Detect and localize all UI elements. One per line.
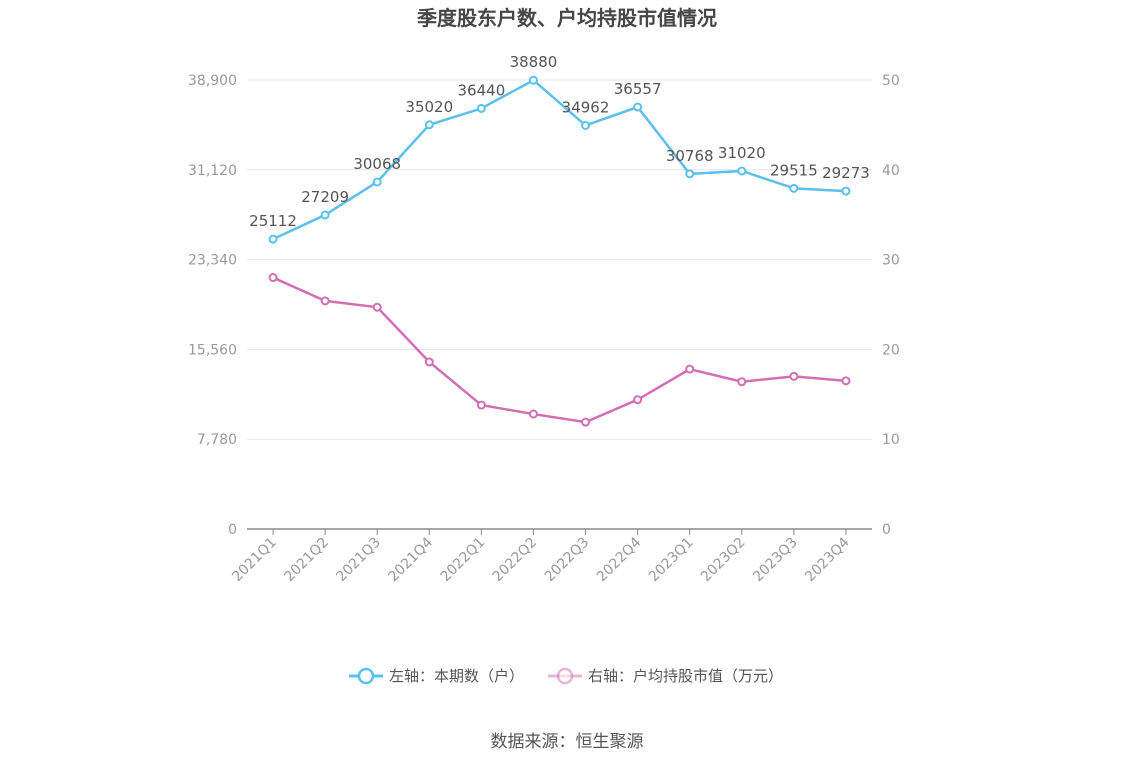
data-point (789, 371, 799, 381)
data-point (633, 395, 643, 405)
data-point (372, 177, 382, 187)
data-point (372, 302, 382, 312)
data-label: 29273 (822, 164, 870, 182)
source-note: 数据来源：恒生聚源 (491, 732, 644, 752)
legend-marker-icon (357, 667, 375, 685)
legend-label: 右轴：户均持股市值（万元） (588, 667, 783, 685)
x-tick-label: 2023Q3 (750, 535, 801, 586)
legend-item[interactable]: 右轴：户均持股市值（万元） (548, 667, 783, 685)
legend-marker-icon (556, 667, 574, 685)
data-label: 27209 (301, 188, 349, 206)
data-point (581, 120, 591, 130)
data-point (581, 417, 591, 427)
x-tick-label: 2021Q4 (386, 534, 437, 585)
data-label: 30068 (353, 155, 401, 173)
data-point (737, 377, 747, 387)
data-point (789, 183, 799, 193)
x-tick-label: 2022Q2 (490, 535, 541, 586)
data-label: 34962 (562, 98, 610, 116)
data-point (476, 400, 486, 410)
y-left-tick-label: 15,560 (188, 342, 237, 358)
legend: 左轴：本期数（户） 右轴：户均持股市值（万元） (349, 667, 783, 685)
y-right-tick-label: 50 (882, 73, 900, 89)
x-tick-label: 2022Q4 (594, 534, 645, 585)
x-tick-label: 2023Q1 (646, 535, 697, 586)
data-point (424, 120, 434, 130)
data-point (841, 376, 851, 386)
data-label: 31020 (718, 144, 766, 162)
data-label: 35020 (405, 98, 453, 116)
x-tick-label: 2021Q3 (333, 535, 384, 586)
data-point (528, 409, 538, 419)
y-right-tick-label: 40 (882, 163, 900, 179)
y-left-tick-label: 23,340 (188, 253, 237, 269)
data-point (424, 357, 434, 367)
data-label: 29515 (770, 161, 818, 179)
y-left-tick-label: 38,900 (188, 73, 237, 89)
x-tick-label: 2023Q2 (698, 535, 749, 586)
y-left-tick-label: 7,780 (197, 432, 237, 448)
data-point (737, 166, 747, 176)
series-line-holders (272, 78, 847, 241)
data-point (476, 103, 486, 113)
x-tick-label: 2023Q4 (802, 534, 853, 585)
x-tick-label: 2022Q3 (542, 535, 593, 586)
chart-title: 季度股东户数、户均持股市值情况 (416, 6, 717, 30)
axes: 0 7,780 15,560 23,340 31,120 38,900 0 10 20 30 40 5… (188, 73, 900, 585)
data-label: 25112 (249, 212, 297, 230)
series-line-avg-value (272, 276, 847, 424)
data-label: 36557 (614, 80, 662, 98)
y-right-tick-label: 10 (882, 432, 900, 448)
data-point (268, 234, 278, 244)
data-point (685, 364, 695, 374)
data-point (633, 102, 643, 112)
data-point (685, 169, 695, 179)
x-tick-label: 2021Q2 (281, 535, 332, 586)
y-left-tick-label: 0 (228, 522, 237, 538)
data-point (320, 296, 330, 306)
x-tick-label: 2022Q1 (438, 535, 489, 586)
y-right-tick-label: 30 (882, 253, 900, 269)
y-left-tick-label: 31,120 (188, 163, 237, 179)
legend-label: 左轴：本期数（户） (389, 667, 524, 685)
legend-item[interactable]: 左轴：本期数（户） (349, 667, 524, 685)
data-label: 36440 (458, 81, 506, 99)
data-label: 30768 (666, 147, 714, 165)
data-point (841, 186, 851, 196)
x-tick-label: 2021Q1 (229, 535, 280, 586)
data-label: 38880 (510, 53, 558, 71)
y-right-tick-label: 20 (882, 342, 900, 358)
data-point (268, 273, 278, 283)
y-right-tick-label: 0 (882, 522, 891, 538)
grid (247, 79, 872, 440)
data-point (320, 210, 330, 220)
data-point (528, 75, 538, 85)
